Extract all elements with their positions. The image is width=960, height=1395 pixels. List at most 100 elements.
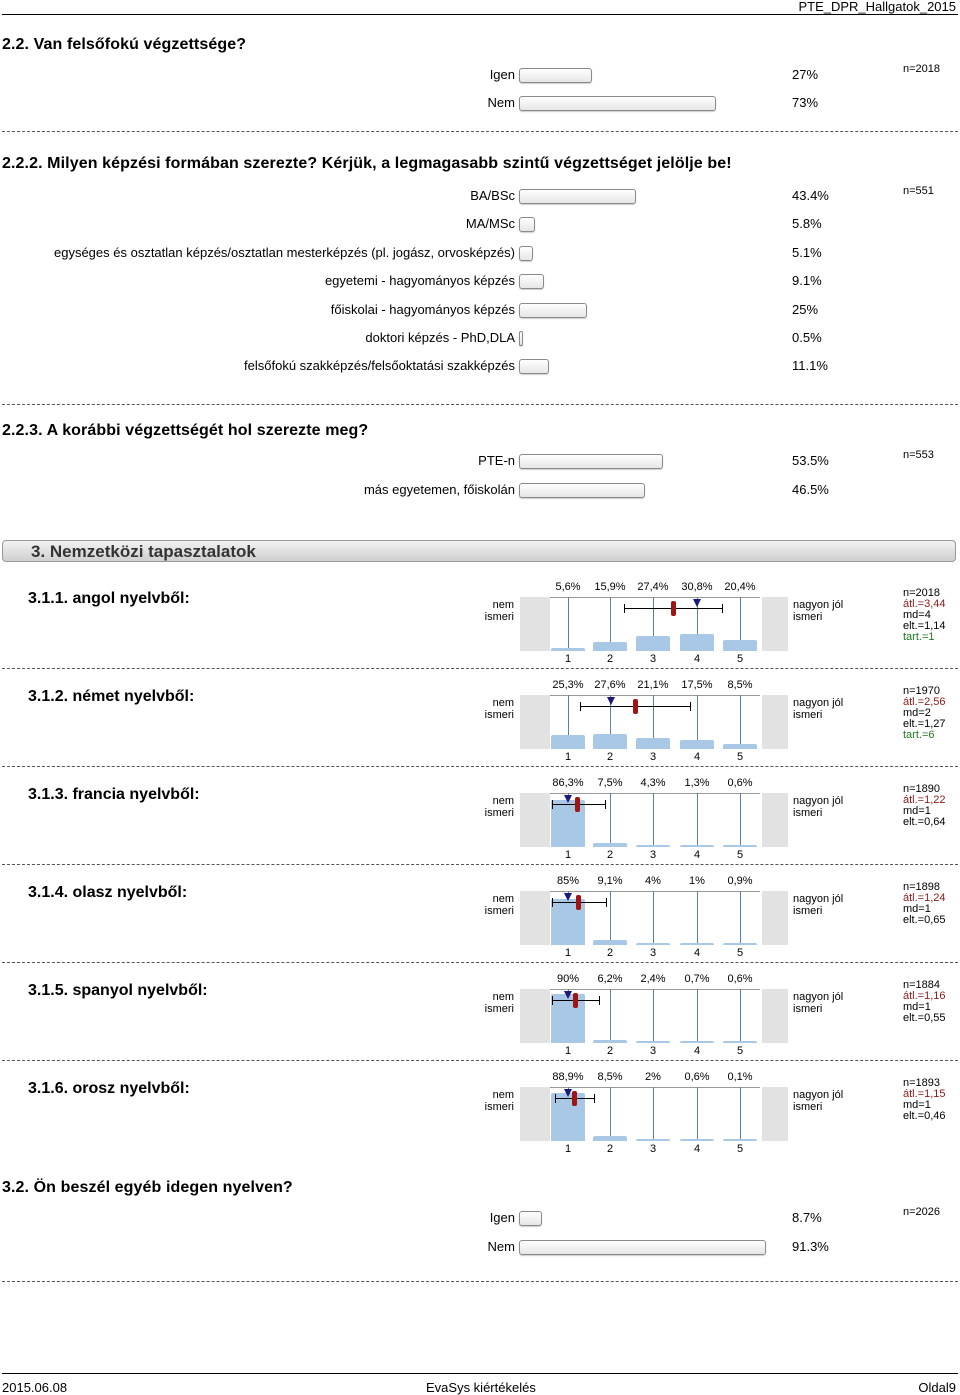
histogram-bar bbox=[636, 1041, 670, 1043]
scale-gridline bbox=[610, 989, 611, 1043]
percent-value: 11.1% bbox=[792, 358, 828, 374]
scale-tick-label: 3 bbox=[649, 751, 657, 763]
std-dev-cap bbox=[689, 702, 691, 711]
stat-median: md=1 bbox=[903, 903, 931, 915]
stat-std-dev: elt.=1,14 bbox=[903, 620, 946, 632]
histogram-bar bbox=[551, 648, 585, 651]
footer-page: Oldal9 bbox=[918, 1380, 956, 1395]
percent-value: 5.1% bbox=[792, 244, 822, 260]
scale-right-label-1: nagyon jól bbox=[793, 1089, 844, 1101]
question-title: 2.2.3. A korábbi végzettségét hol szerez… bbox=[2, 422, 369, 439]
scale-gridline bbox=[697, 695, 698, 749]
histogram-bar bbox=[680, 740, 714, 749]
separator bbox=[2, 1281, 958, 1282]
footer-title: EvaSys kiértékelés bbox=[426, 1380, 536, 1395]
histogram-bar bbox=[593, 1136, 627, 1141]
scale-gridline bbox=[740, 989, 741, 1043]
histogram-bar bbox=[723, 943, 757, 945]
option-label: felsőfokú szakképzés/felsőoktatási szakk… bbox=[244, 358, 515, 374]
scale-tick-label: 5 bbox=[736, 653, 744, 665]
scale-gridline bbox=[568, 695, 569, 749]
scale-right-pad bbox=[762, 793, 788, 847]
scale-left-label-1: nem bbox=[492, 697, 514, 709]
median-marker bbox=[564, 991, 572, 999]
stat-median: md=1 bbox=[903, 805, 931, 817]
scale-left-label-1: nem bbox=[492, 599, 514, 611]
category-percent: 0,1% bbox=[727, 1071, 753, 1083]
percent-value: 27% bbox=[792, 67, 819, 82]
scale-left-pad bbox=[520, 793, 550, 847]
mean-marker bbox=[670, 601, 676, 616]
percent-bar bbox=[519, 96, 716, 111]
stat-n: n=2018 bbox=[903, 587, 941, 599]
histogram-bar bbox=[723, 845, 757, 847]
category-percent: 90% bbox=[556, 973, 580, 985]
category-percent: 0,7% bbox=[684, 973, 710, 985]
category-percent: 8,5% bbox=[727, 679, 753, 691]
category-percent: 1% bbox=[689, 875, 705, 887]
scale-left-label-2: ismeri bbox=[484, 807, 514, 819]
percent-bar bbox=[519, 1211, 542, 1226]
category-percent: 4,3% bbox=[640, 777, 666, 789]
scale-right-label-1: nagyon jól bbox=[793, 795, 844, 807]
std-dev-cap bbox=[552, 800, 553, 809]
percent-bar bbox=[519, 483, 645, 498]
footer-date: 2015.06.08 bbox=[2, 1380, 68, 1395]
scale-gridline bbox=[740, 793, 741, 847]
histogram-bar bbox=[551, 1093, 585, 1141]
scale-left-label-1: nem bbox=[492, 795, 514, 807]
percent-bar bbox=[519, 331, 523, 346]
option-label: egyetemi - hagyományos képzés bbox=[324, 273, 515, 289]
histogram-bar bbox=[636, 636, 670, 651]
statistics-block: n=1970 átl.=2,56 md=2 elt.=1,27 tart.=6 bbox=[903, 686, 946, 741]
stat-mean: átl.=2,56 bbox=[903, 696, 946, 708]
histogram-bar bbox=[636, 845, 670, 847]
scale-top-line bbox=[550, 793, 760, 794]
median-marker bbox=[607, 697, 615, 705]
separator bbox=[2, 766, 958, 767]
percent-bar bbox=[519, 68, 592, 83]
stat-mean: átl.=1,22 bbox=[903, 794, 946, 806]
stat-std-dev: elt.=0,55 bbox=[903, 1012, 946, 1024]
category-percent: 27,6% bbox=[594, 679, 626, 691]
std-dev-cap bbox=[552, 898, 553, 907]
scale-left-pad bbox=[520, 989, 550, 1043]
stat-std-dev: elt.=0,46 bbox=[903, 1110, 946, 1122]
scale-question-title: 3.1.2. német nyelvből: bbox=[28, 688, 195, 705]
scale-right-label-1: nagyon jól bbox=[793, 991, 844, 1003]
scale-tick-label: 3 bbox=[649, 1045, 657, 1057]
std-dev-cap bbox=[604, 800, 606, 809]
n-count: n=2018 bbox=[903, 63, 941, 75]
scale-question-title: 3.1.6. orosz nyelvből: bbox=[28, 1080, 190, 1097]
category-percent: 4% bbox=[645, 875, 661, 887]
percent-value: 5.8% bbox=[792, 216, 822, 232]
option-label: Nem bbox=[487, 95, 515, 110]
histogram-bar bbox=[636, 1139, 670, 1141]
scale-tick-label: 2 bbox=[606, 1045, 614, 1057]
category-percent: 9,1% bbox=[597, 875, 623, 887]
histogram-bar bbox=[680, 1041, 714, 1043]
histogram-bar bbox=[593, 843, 627, 847]
stat-std-dev: elt.=0,64 bbox=[903, 816, 946, 828]
stat-n: n=1893 bbox=[903, 1077, 941, 1089]
percent-bar bbox=[519, 189, 636, 204]
percent-bar bbox=[519, 454, 663, 469]
category-percent: 2% bbox=[645, 1071, 661, 1083]
category-percent: 30,8% bbox=[681, 581, 713, 593]
scale-gridline bbox=[653, 695, 654, 749]
scale-gridline bbox=[653, 793, 654, 847]
histogram-bar bbox=[680, 1139, 714, 1141]
std-dev-cap bbox=[606, 898, 608, 907]
percent-bar bbox=[519, 217, 535, 233]
scale-tick-label: 1 bbox=[564, 1045, 572, 1057]
statistics-block: n=1890 átl.=1,22 md=1 elt.=0,64 bbox=[903, 784, 946, 828]
stat-median: md=1 bbox=[903, 1001, 931, 1013]
scale-right-label-1: nagyon jól bbox=[793, 893, 844, 905]
scale-gridline bbox=[610, 597, 611, 651]
scale-left-pad bbox=[520, 695, 550, 749]
scale-gridline bbox=[697, 793, 698, 847]
category-percent: 1,3% bbox=[684, 777, 710, 789]
scale-gridline bbox=[653, 1087, 654, 1141]
scale-right-pad bbox=[762, 695, 788, 749]
histogram-bar bbox=[680, 845, 714, 847]
